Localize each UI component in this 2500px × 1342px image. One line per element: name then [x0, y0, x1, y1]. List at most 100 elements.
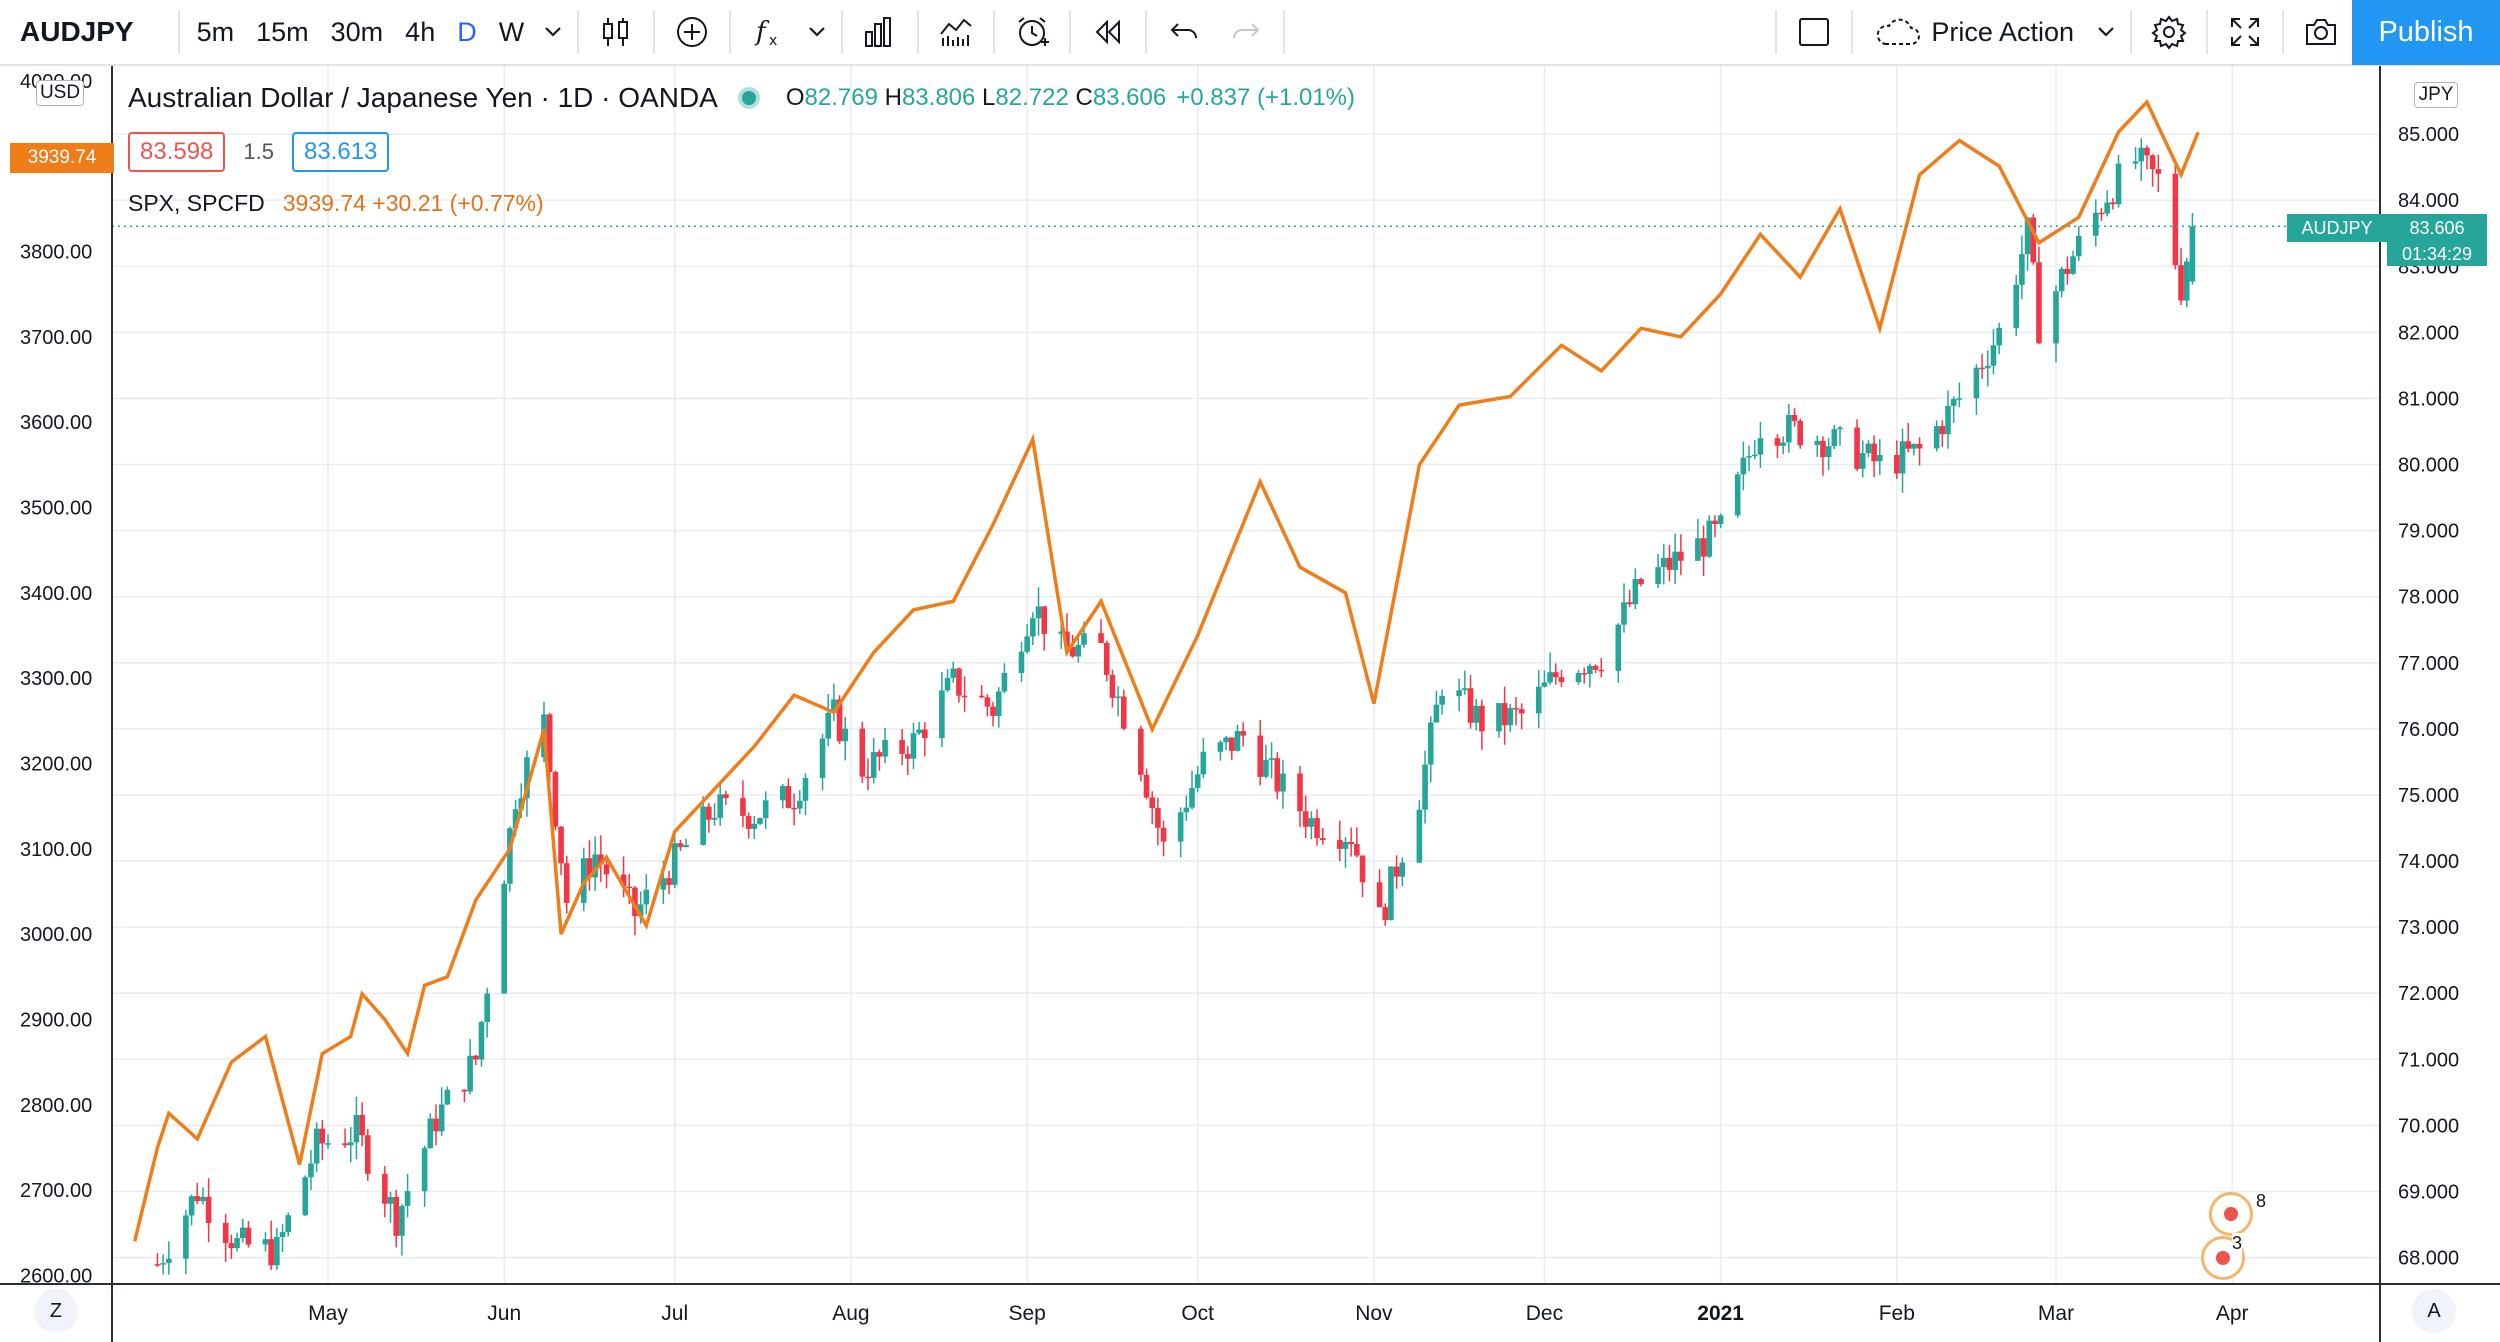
candle-body	[836, 699, 843, 742]
candle-body	[461, 1089, 468, 1092]
main-series-legend: Australian Dollar / Japanese Yen · 1D · …	[128, 82, 1355, 114]
candle-body	[1786, 415, 1792, 443]
candle-body	[472, 1055, 479, 1060]
candle-body	[745, 815, 752, 829]
candle-body	[1791, 415, 1798, 421]
alert-button[interactable]	[1001, 0, 1063, 65]
toolbar-divider	[841, 10, 844, 54]
right-scale-unit[interactable]: JPY	[2414, 82, 2458, 108]
series-title[interactable]: Australian Dollar / Japanese Yen · 1D · …	[128, 82, 718, 113]
candle-body	[1496, 703, 1502, 732]
ohlc-key: C	[1075, 84, 1093, 111]
zoom-toggle-button[interactable]: Z	[34, 1289, 78, 1333]
grid-lines	[112, 66, 2380, 1284]
candle-body	[1416, 809, 1423, 863]
left-axis-tick-label: 2600.00	[20, 1265, 92, 1287]
compare-add-symbol-button[interactable]	[661, 0, 723, 65]
candle-body	[262, 1239, 269, 1245]
toolbar-divider	[2282, 10, 2284, 54]
candle-body	[1223, 737, 1229, 743]
interval-30m-button[interactable]: 30m	[330, 16, 384, 47]
time-axis-tick-label: Sep	[1008, 1302, 1045, 1325]
undo-icon	[1170, 23, 1198, 39]
chart-type-button[interactable]	[585, 0, 647, 65]
right-axis-tick-label: 75.000	[2398, 785, 2459, 807]
candle-body	[2178, 265, 2184, 301]
candle-body	[1541, 682, 1548, 687]
interval-5m-button[interactable]: 5m	[196, 16, 235, 47]
indicators-dropdown-button[interactable]	[799, 0, 835, 65]
candle-body	[620, 874, 627, 887]
interval-D-button[interactable]: D	[457, 16, 477, 47]
auto-scale-button[interactable]: A	[2412, 1289, 2456, 1333]
candle-body	[1155, 808, 1161, 828]
undo-button[interactable]	[1153, 0, 1215, 65]
candle-body	[507, 828, 513, 884]
toolbar-divider	[2206, 10, 2208, 54]
candle-body	[1820, 440, 1826, 458]
candle-body	[2132, 161, 2139, 164]
candle-body	[1814, 440, 1821, 446]
right-axis-tick-label: 78.000	[2398, 587, 2459, 609]
candle-body	[1939, 426, 1946, 435]
candle-body	[1598, 669, 1605, 672]
candle-body	[1388, 866, 1394, 921]
candle-body	[643, 889, 650, 905]
candle-body	[825, 712, 832, 739]
audjpy-price-tag: AUDJPY 83.606 01:34:29	[2287, 214, 2487, 266]
compare-series-name[interactable]: SPX, SPCFD	[128, 190, 265, 216]
candle-body	[751, 823, 758, 829]
candle-body	[1041, 606, 1048, 634]
candle-body	[1058, 631, 1065, 634]
interval-4h-button[interactable]: 4h	[405, 16, 436, 47]
toolbar-divider	[2130, 10, 2132, 54]
candle-body	[1547, 672, 1553, 683]
events-badge[interactable]: 8	[2209, 1191, 2266, 1236]
layout-dropdown-button[interactable]	[2088, 0, 2124, 65]
candle-body	[1120, 696, 1127, 729]
chart-canvas[interactable]: 2600.00 2700.00 2800.00 2900.00 3000.00 3100.…	[0, 66, 2500, 1342]
snapshot-button[interactable]	[2290, 0, 2352, 65]
candle-body	[1615, 624, 1622, 671]
candle-body	[1746, 456, 1752, 458]
redo-button[interactable]	[1215, 0, 1277, 65]
candle-body	[740, 798, 746, 816]
candle-body	[1109, 674, 1116, 698]
candle-body	[1467, 688, 1474, 723]
candle-body	[1280, 773, 1286, 792]
left-axis-tick-label: 2800.00	[20, 1095, 92, 1117]
candle-body	[916, 729, 922, 734]
candle-body	[160, 1263, 166, 1265]
left-scale-unit[interactable]: USD	[36, 80, 84, 106]
buy-price-box[interactable]: 83.613	[292, 132, 390, 172]
templates-button[interactable]	[925, 0, 987, 65]
time-axis[interactable]: May Jun Jul Aug Sep Oct Nov Dec 2021 Feb Mar Apr	[0, 1283, 2500, 1325]
financials-button[interactable]	[849, 0, 911, 65]
candle-body	[268, 1239, 274, 1266]
sell-price-box[interactable]: 83.598	[128, 132, 226, 172]
candle-body	[563, 863, 570, 903]
candle-body	[188, 1196, 195, 1216]
candle-body	[1774, 438, 1781, 446]
ideas-badge[interactable]: 3	[2201, 1233, 2245, 1280]
interval-dropdown-button[interactable]	[535, 0, 571, 65]
fullscreen-button[interactable]	[2214, 0, 2276, 65]
candle-body	[1177, 812, 1184, 842]
settings-button[interactable]	[2138, 0, 2200, 65]
chevron-down-icon	[809, 27, 825, 37]
candle-body	[438, 1104, 445, 1132]
publish-button[interactable]: Publish	[2352, 0, 2500, 65]
bar-chart-icon	[865, 17, 892, 47]
symbol-search-button[interactable]: AUDJPY	[20, 16, 134, 47]
candle-body	[524, 757, 530, 799]
candle-body	[279, 1232, 286, 1237]
candle-body	[1734, 474, 1741, 516]
interval-15m-button[interactable]: 15m	[256, 16, 309, 47]
replay-button[interactable]	[1077, 0, 1139, 65]
right-axis-tick-label: 73.000	[2398, 917, 2459, 939]
layout-name-button[interactable]: Price Action	[1859, 0, 2088, 65]
market-status-icon[interactable]	[737, 87, 760, 109]
interval-W-button[interactable]: W	[498, 16, 525, 47]
select-layout-button[interactable]	[1783, 0, 1845, 65]
